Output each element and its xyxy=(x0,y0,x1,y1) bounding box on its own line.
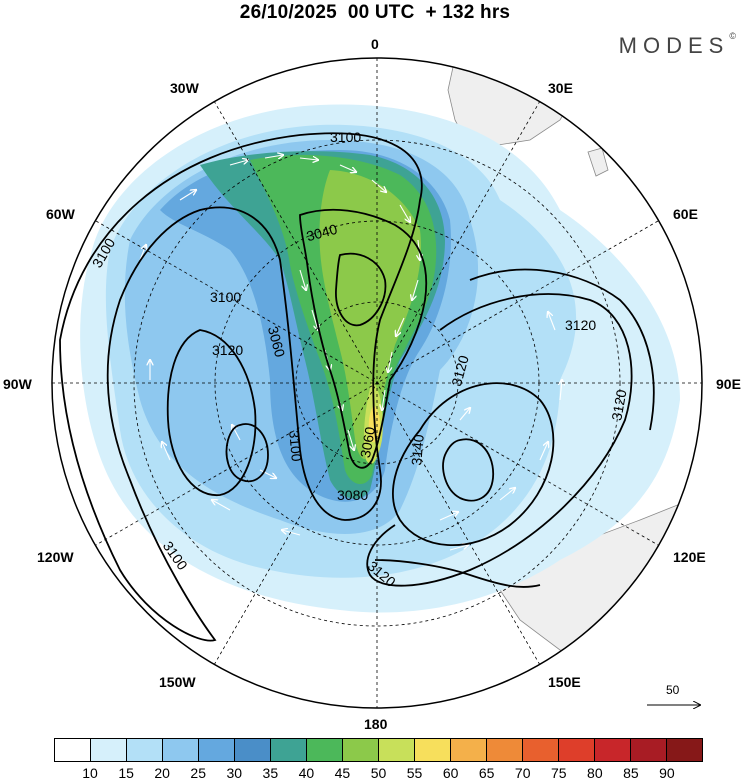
colorbar-label: 60 xyxy=(442,765,459,781)
colorbar-cell xyxy=(91,739,127,761)
colorbar-cell xyxy=(487,739,523,761)
contour-label: 3100 xyxy=(330,129,361,145)
madagascar-land xyxy=(587,147,609,177)
contour-3040 xyxy=(299,208,428,469)
colorbar-cell xyxy=(55,739,91,761)
colorbar-label: 35 xyxy=(262,765,279,781)
lon-label-30e: 30E xyxy=(548,80,573,96)
contour-label: 3060 xyxy=(357,425,378,459)
brand-text: MODES xyxy=(618,33,730,58)
colorbar-label: 25 xyxy=(190,765,207,781)
colorbar-cell xyxy=(235,739,271,761)
height-contours xyxy=(59,132,655,642)
colorbar-cell xyxy=(451,739,487,761)
colorbar-cell xyxy=(379,739,415,761)
colorbar-label: 30 xyxy=(226,765,243,781)
lon-label-120e: 120E xyxy=(673,549,706,565)
colorbar-cell xyxy=(199,739,235,761)
colorbar-label: 80 xyxy=(587,765,603,781)
contour-label: 3120 xyxy=(212,342,243,358)
contour-label: 3140 xyxy=(408,433,427,466)
contour-label: 3120 xyxy=(448,353,472,387)
contour-label: 3040 xyxy=(305,221,339,245)
contour-3140-right xyxy=(442,438,494,502)
colorbar-label: 15 xyxy=(118,765,134,781)
colorbar-cell xyxy=(415,739,451,761)
colorbar-label: 70 xyxy=(514,765,531,781)
lon-label-180: 180 xyxy=(364,716,388,732)
map-title: 26/10/2025 00 UTC + 132 hrs xyxy=(239,2,511,23)
map-content xyxy=(52,58,702,708)
colorbar-label: 20 xyxy=(154,765,170,781)
reference-vector-label: 50 xyxy=(666,683,680,697)
lon-label-60e: 60E xyxy=(673,206,698,222)
colorbar-label: 85 xyxy=(623,765,639,781)
contour-label: 3100 xyxy=(286,430,305,463)
lon-label-0: 0 xyxy=(371,36,379,52)
modes-logo: MODES© xyxy=(618,31,736,59)
colorbar-cell xyxy=(343,739,379,761)
contour-3120-left xyxy=(166,329,257,496)
contour-3060-inner xyxy=(335,252,387,327)
colorbar-label: 10 xyxy=(82,765,98,781)
contour-3100-outer xyxy=(59,132,423,642)
lon-label-150e: 150E xyxy=(548,674,581,690)
colorbar-cell xyxy=(307,739,343,761)
colorbar xyxy=(54,738,703,762)
copyright-mark: © xyxy=(729,31,736,41)
colorbar-label: 40 xyxy=(298,765,315,781)
map-boundary xyxy=(51,57,703,709)
contour-3120-bottom xyxy=(374,559,541,588)
contour-3140-left xyxy=(225,423,269,483)
colorbar-cell xyxy=(127,739,163,761)
colorbar-cell xyxy=(271,739,307,761)
contour-3120-big-right xyxy=(366,293,633,587)
contour-label: 3120 xyxy=(608,388,629,422)
contour-3100-right xyxy=(469,268,655,431)
colorbar-label: 45 xyxy=(334,765,351,781)
colorbar-cell xyxy=(163,739,199,761)
lon-label-90w: 90W xyxy=(3,376,32,392)
colorbar-label: 55 xyxy=(406,765,423,781)
contour-label: 3120 xyxy=(565,317,596,333)
colorbar-label: 50 xyxy=(370,765,387,781)
colorbar-cell xyxy=(595,739,631,761)
lon-label-90e: 90E xyxy=(716,376,741,392)
colorbar-label: 65 xyxy=(478,765,495,781)
lon-label-120w: 120W xyxy=(37,549,74,565)
colorbar-cell xyxy=(667,739,702,761)
colorbar-cell xyxy=(631,739,667,761)
colorbar-cell xyxy=(523,739,559,761)
contour-label: 3080 xyxy=(337,487,368,503)
lon-label-30w: 30W xyxy=(170,80,199,96)
colorbar-label: 90 xyxy=(659,765,675,781)
lon-label-150w: 150W xyxy=(159,674,196,690)
graticule xyxy=(52,58,702,708)
colorbar-label: 75 xyxy=(550,765,567,781)
colorbar-cell xyxy=(559,739,595,761)
lon-label-60w: 60W xyxy=(46,206,75,222)
contour-label: 3060 xyxy=(265,325,289,359)
contour-label: 3100 xyxy=(210,289,241,305)
shade-50 xyxy=(319,170,421,460)
contour-3120-right xyxy=(392,382,555,546)
